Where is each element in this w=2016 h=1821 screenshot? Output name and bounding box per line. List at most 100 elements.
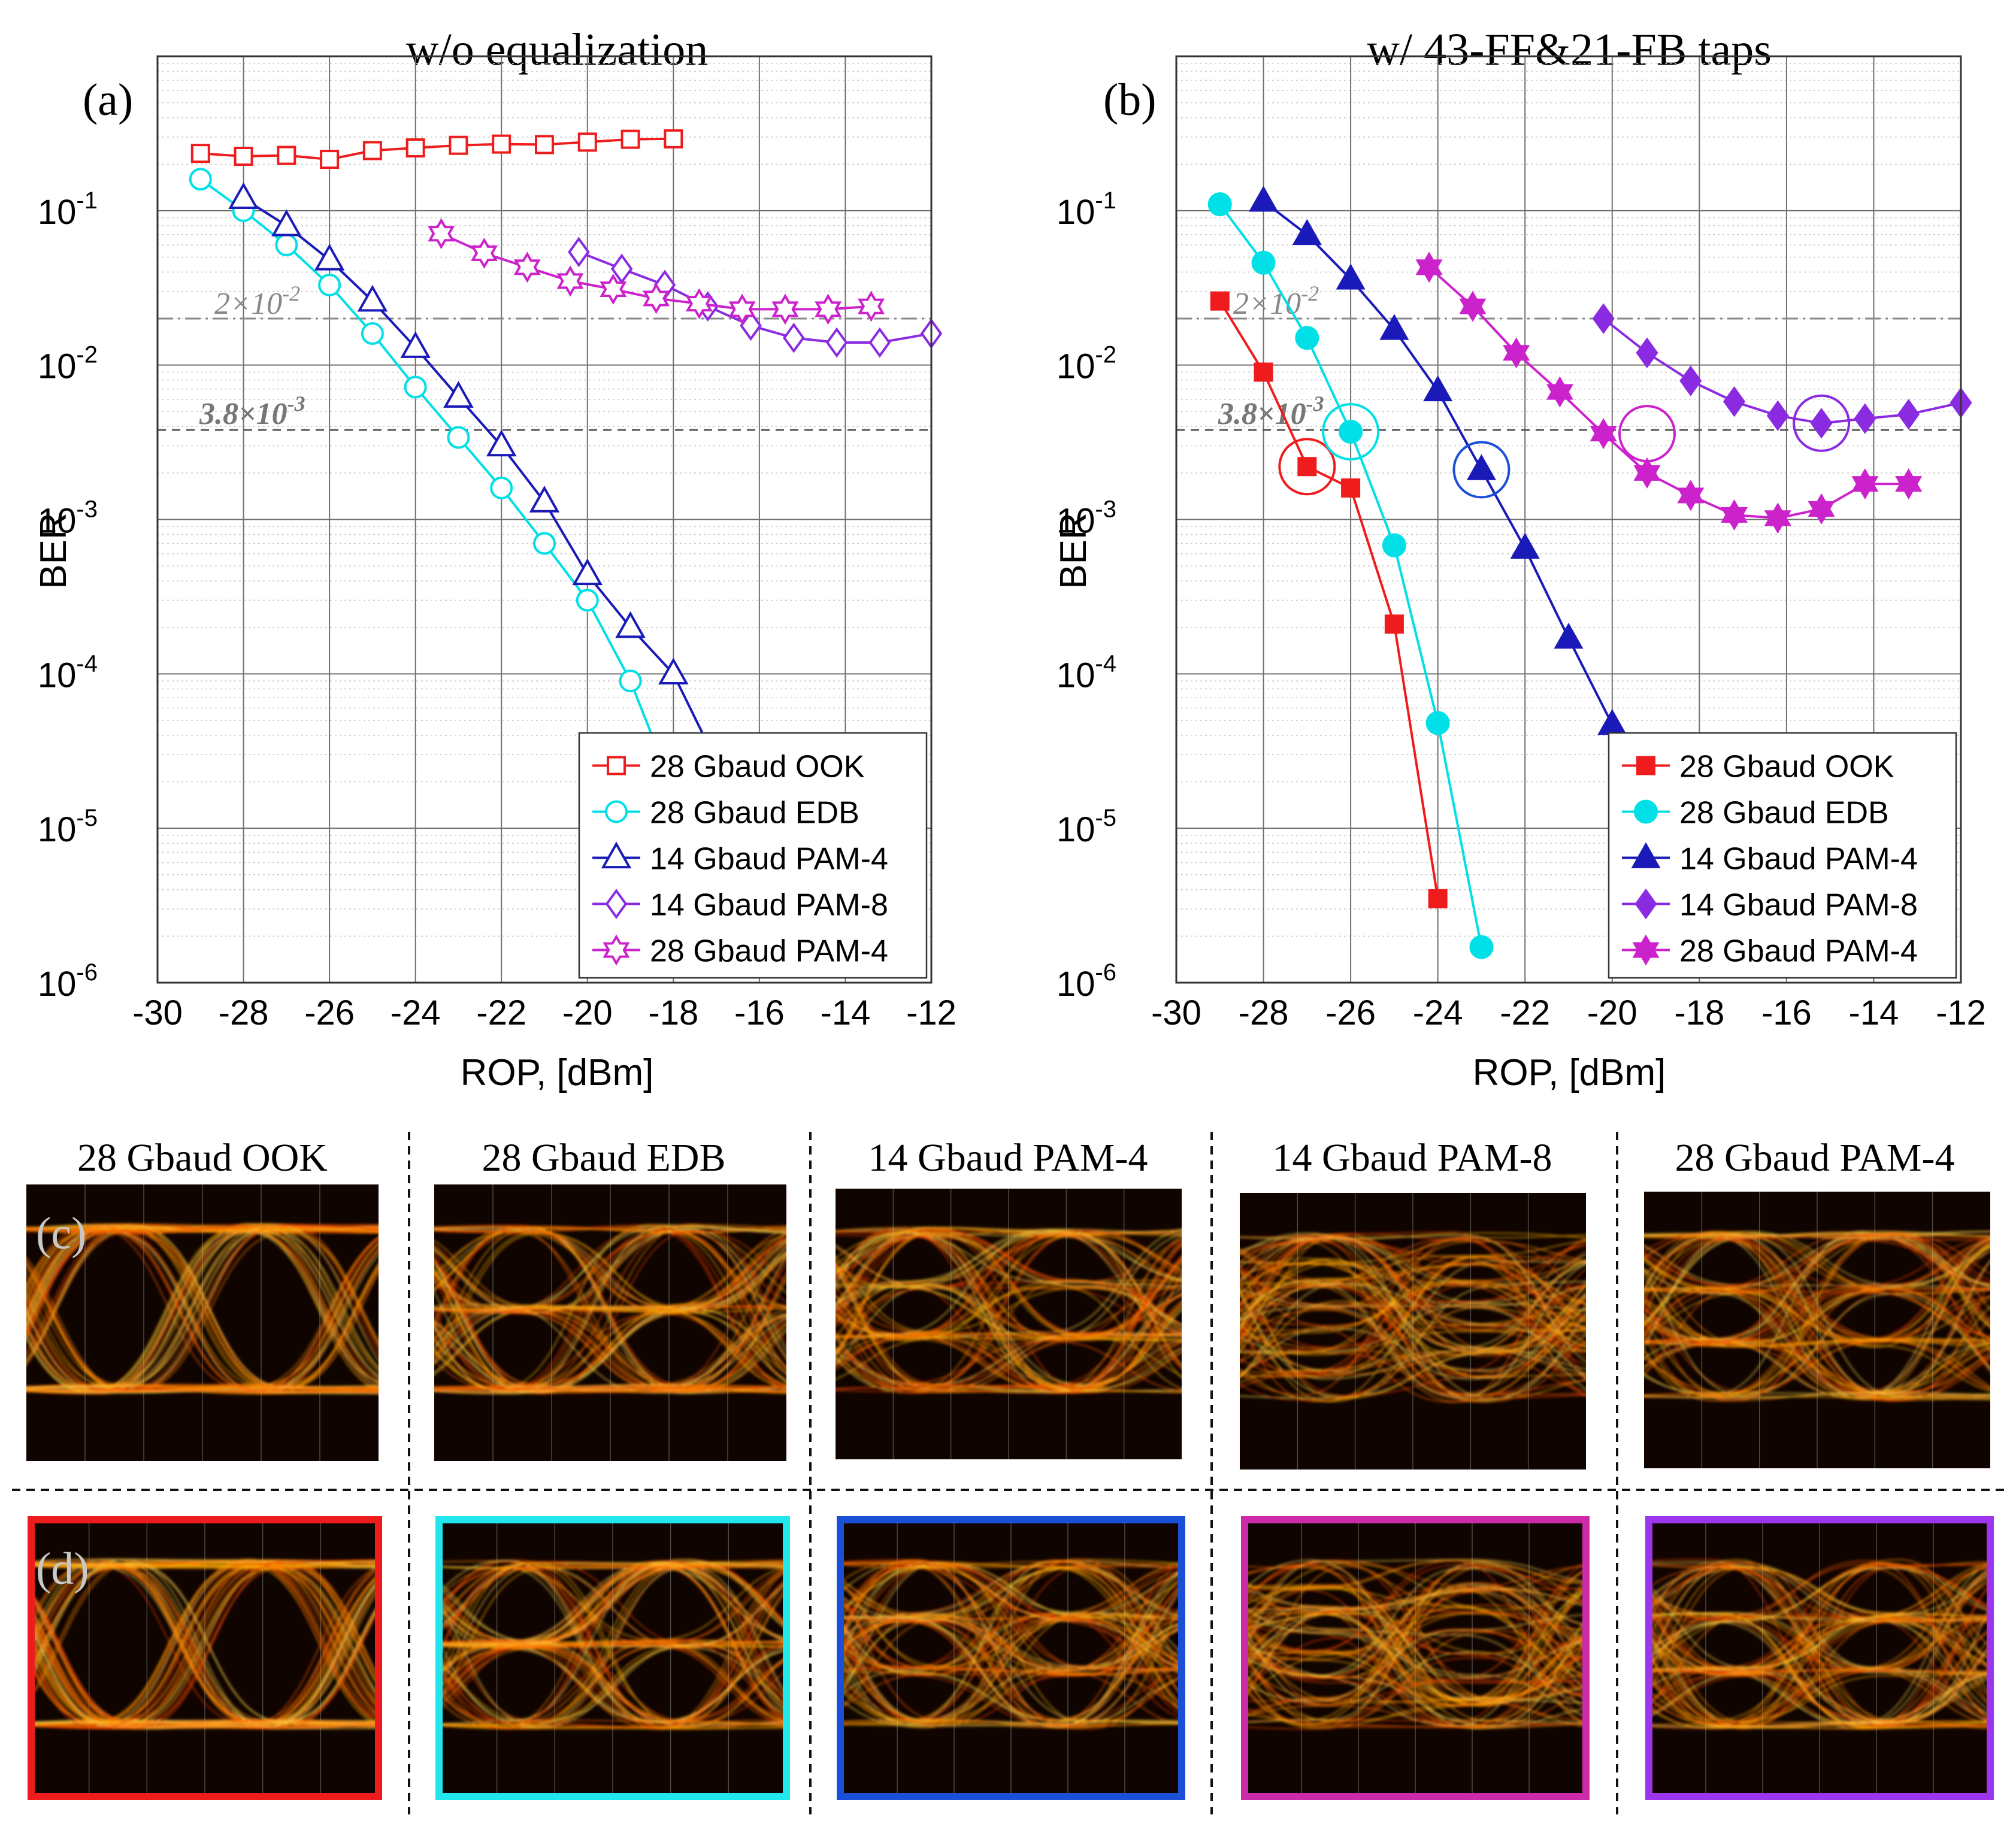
data-point [600, 274, 627, 305]
legend-label: 28 Gbaud EDB [1679, 796, 1889, 831]
data-point [1341, 478, 1361, 498]
data-point [1854, 403, 1876, 434]
y-tick-label: 10-4 [1057, 650, 1116, 695]
y-tick-label: 10-3 [1057, 496, 1116, 541]
data-point [868, 327, 891, 358]
data-point [1336, 263, 1366, 290]
x-tick-label: -30 [1151, 993, 1201, 1032]
x-tick-label: -30 [132, 993, 183, 1032]
data-point [728, 293, 756, 325]
panel-a-label: (a) [83, 75, 133, 125]
x-tick-label: -18 [1674, 993, 1724, 1032]
panel-a-threshold-2e-2-label: 2×10-2 [214, 281, 300, 321]
data-point [1597, 708, 1627, 735]
data-point [486, 429, 517, 457]
data-point [1425, 711, 1450, 735]
legend-label: 14 Gbaud PAM-8 [650, 888, 888, 923]
data-point [576, 589, 599, 612]
eye-row-d-col-2 [837, 1516, 1185, 1800]
eye-traces [434, 1223, 786, 1395]
data-point [1895, 468, 1923, 500]
eye-row-label-d: (d) [36, 1544, 89, 1594]
data-point [568, 237, 590, 268]
data-point [1723, 386, 1746, 417]
eye-images [26, 1184, 1994, 1800]
data-point [1466, 454, 1496, 480]
legend-label: 14 Gbaud PAM-4 [1679, 842, 1918, 877]
y-tick-label: 10-1 [38, 187, 98, 232]
x-tick-label: -16 [1761, 993, 1812, 1032]
x-tick-label: -28 [219, 993, 269, 1032]
legend-box [578, 732, 928, 979]
x-tick-label: -26 [304, 993, 355, 1032]
data-point [1379, 314, 1409, 340]
y-tick-label: 10-6 [38, 959, 98, 1004]
data-point [1721, 499, 1748, 531]
eye-traces [1649, 1558, 1990, 1730]
legend-marker [605, 800, 628, 823]
data-point [1503, 337, 1530, 369]
panel-a-legend: 28 Gbaud OOK 28 Gbaud EDB 14 Gbaud PAM-4 14… [578, 732, 928, 979]
eye-row-d-col-1 [435, 1516, 790, 1800]
data-point [1851, 468, 1879, 500]
x-tick-label: -12 [906, 993, 956, 1032]
legend-item: 28 Gbaud PAM-4 [1622, 934, 1918, 969]
eye-colored-border [837, 1516, 1185, 1800]
series-line [1219, 300, 1439, 899]
data-point [404, 375, 427, 399]
x-tick-label: -24 [1413, 993, 1463, 1032]
panel-b-highlight-circles [1278, 394, 1851, 499]
series-28-gbaud-pam-4 [1415, 252, 1923, 534]
legend-marker [1632, 934, 1660, 966]
data-point [400, 331, 431, 358]
legend-item: 28 Gbaud OOK [592, 750, 865, 784]
data-point [314, 243, 345, 271]
data-point [428, 218, 455, 250]
eye-title-edb: 28 Gbaud EDB [482, 1136, 726, 1180]
eye-title-pam4-14: 14 Gbaud PAM-4 [868, 1136, 1148, 1180]
eye-row-label-c: (c) [36, 1208, 86, 1259]
series-line [200, 137, 674, 161]
highlight-circle [1452, 441, 1511, 499]
eye-row-c-col-3 [1240, 1193, 1586, 1469]
data-point [643, 283, 670, 314]
data-point [1897, 399, 1920, 430]
data-point [1633, 457, 1661, 489]
y-tick-label: 10-5 [1057, 805, 1116, 849]
data-point [1590, 418, 1617, 450]
data-point [815, 293, 842, 325]
x-tick-label: -12 [1936, 993, 1986, 1032]
highlight-circle [1278, 438, 1336, 496]
eye-diagram-section: 28 Gbaud OOK 28 Gbaud EDB 14 Gbaud PAM-4… [12, 1132, 2004, 1814]
data-point [405, 138, 425, 158]
data-point [556, 265, 584, 297]
series-14-gbaud-pam-4 [1249, 186, 1627, 735]
data-point [1677, 480, 1705, 511]
data-point [771, 293, 799, 325]
panel-b-title: w/ 43-FF&21-FB taps [1367, 25, 1772, 75]
data-point [447, 426, 470, 449]
data-point [1764, 502, 1791, 534]
data-point [1636, 337, 1658, 368]
data-point [1423, 375, 1453, 402]
eye-row-d-col-4 [1645, 1516, 1994, 1800]
x-tick-label: -20 [562, 993, 613, 1032]
panel-b-xlabel: ROP, [dBm] [1473, 1052, 1666, 1093]
legend-label: 14 Gbaud PAM-4 [650, 842, 888, 877]
legend-item: 28 Gbaud EDB [1622, 796, 1889, 831]
data-point [234, 147, 253, 166]
data-point [1766, 400, 1789, 431]
series-28-gbaud-edb [1207, 192, 1494, 959]
data-point [1469, 935, 1494, 959]
x-tick-label: -26 [1325, 993, 1376, 1032]
legend-marker [1634, 799, 1658, 824]
data-point [572, 558, 603, 586]
data-point [277, 146, 296, 165]
legend-label: 28 Gbaud OOK [1679, 750, 1894, 784]
panel-b-threshold-2e-2-label: 2×10-2 [1233, 281, 1319, 321]
series-14-gbaud-pam-8 [568, 237, 943, 358]
series-line [243, 197, 705, 736]
eye-row-c-col-4 [1644, 1192, 1990, 1468]
data-point [740, 310, 762, 341]
x-tick-label: -24 [391, 993, 441, 1032]
